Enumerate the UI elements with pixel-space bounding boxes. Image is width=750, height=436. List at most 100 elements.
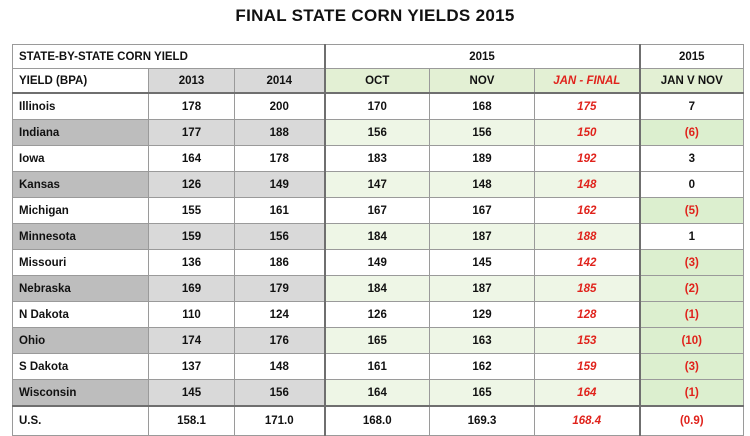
table-row: Ohio 174 176 165 163 153 (10)	[12, 327, 745, 354]
yield-2013-cell: 126	[148, 171, 235, 198]
yield-oct-cell: 167	[323, 197, 430, 224]
state-name-cell: Wisconsin	[12, 379, 149, 407]
total-jan-final-cell: 168.4	[533, 405, 641, 436]
group-2015b-label: 2015	[638, 44, 745, 69]
yield-2013-cell: 145	[148, 379, 235, 407]
yield-2014-cell: 188	[234, 119, 325, 146]
yield-2013-cell: 136	[148, 249, 235, 276]
yield-nov-cell: 187	[429, 275, 535, 302]
state-name-cell: Michigan	[12, 197, 149, 224]
state-name-cell: Kansas	[12, 171, 149, 198]
total-oct-cell: 168.0	[323, 405, 430, 436]
yield-nov-cell: 129	[429, 301, 535, 328]
table-row: Minnesota 159 156 184 187 188 1	[12, 223, 745, 250]
table-row: Missouri 136 186 149 145 142 (3)	[12, 249, 745, 276]
table-row: Nebraska 169 179 184 187 185 (2)	[12, 275, 745, 302]
yield-2014-cell: 149	[234, 171, 325, 198]
yield-2014-cell: 178	[234, 145, 325, 172]
state-name-cell: Illinois	[12, 92, 149, 120]
table-row: Illinois 178 200 170 168 175 7	[12, 92, 745, 120]
jan-v-nov-cell: (10)	[638, 327, 745, 354]
state-name-cell: S Dakota	[12, 353, 149, 380]
yield-jan-final-cell: 153	[533, 327, 641, 354]
yield-jan-final-cell: 188	[533, 223, 641, 250]
yield-2014-cell: 186	[234, 249, 325, 276]
jan-v-nov-cell: 3	[638, 145, 745, 172]
section-label: STATE-BY-STATE CORN YIELD	[12, 44, 325, 69]
yield-2013-cell: 178	[148, 92, 235, 120]
yield-jan-final-cell: 142	[533, 249, 641, 276]
table-row: Michigan 155 161 167 167 162 (5)	[12, 197, 745, 224]
yield-jan-final-cell: 148	[533, 171, 641, 198]
yield-nov-cell: 162	[429, 353, 535, 380]
state-name-cell: Minnesota	[12, 223, 149, 250]
jan-v-nov-cell: 0	[638, 171, 745, 198]
yield-nov-cell: 167	[429, 197, 535, 224]
total-jan-v-nov-cell: (0.9)	[638, 405, 745, 436]
col-header-2014: 2014	[234, 68, 325, 94]
yield-2014-cell: 179	[234, 275, 325, 302]
col-header-jan-v-nov: JAN V NOV	[638, 68, 745, 94]
yield-2014-cell: 161	[234, 197, 325, 224]
corn-yield-table: STATE-BY-STATE CORN YIELD 2015 2015 YIEL…	[12, 44, 745, 436]
table-row: Wisconsin 145 156 164 165 164 (1)	[12, 379, 745, 407]
table-row: Iowa 164 178 183 189 192 3	[12, 145, 745, 172]
yield-oct-cell: 147	[323, 171, 430, 198]
yield-jan-final-cell: 192	[533, 145, 641, 172]
table-row: S Dakota 137 148 161 162 159 (3)	[12, 353, 745, 380]
yield-jan-final-cell: 150	[533, 119, 641, 146]
jan-v-nov-cell: (3)	[638, 249, 745, 276]
yield-nov-cell: 165	[429, 379, 535, 407]
yield-2013-cell: 174	[148, 327, 235, 354]
yield-nov-cell: 163	[429, 327, 535, 354]
yield-jan-final-cell: 128	[533, 301, 641, 328]
yield-oct-cell: 156	[323, 119, 430, 146]
yield-nov-cell: 156	[429, 119, 535, 146]
yield-2013-cell: 155	[148, 197, 235, 224]
state-name-cell: Indiana	[12, 119, 149, 146]
jan-v-nov-cell: (3)	[638, 353, 745, 380]
yield-2014-cell: 176	[234, 327, 325, 354]
yield-2014-cell: 124	[234, 301, 325, 328]
state-name-cell: Nebraska	[12, 275, 149, 302]
jan-v-nov-cell: (2)	[638, 275, 745, 302]
yield-jan-final-cell: 185	[533, 275, 641, 302]
yield-oct-cell: 183	[323, 145, 430, 172]
table-row: Indiana 177 188 156 156 150 (6)	[12, 119, 745, 146]
yield-2014-cell: 156	[234, 379, 325, 407]
total-label-cell: U.S.	[12, 405, 149, 436]
state-name-cell: Iowa	[12, 145, 149, 172]
yield-2013-cell: 159	[148, 223, 235, 250]
state-name-cell: Missouri	[12, 249, 149, 276]
yield-nov-cell: 187	[429, 223, 535, 250]
jan-v-nov-cell: (6)	[638, 119, 745, 146]
total-2013-cell: 158.1	[148, 405, 235, 436]
yield-2013-cell: 177	[148, 119, 235, 146]
total-row: U.S. 158.1 171.0 168.0 169.3 168.4 (0.9)	[12, 405, 745, 436]
yield-oct-cell: 165	[323, 327, 430, 354]
yield-oct-cell: 164	[323, 379, 430, 407]
yield-2013-cell: 137	[148, 353, 235, 380]
yield-oct-cell: 149	[323, 249, 430, 276]
yield-2013-cell: 164	[148, 145, 235, 172]
jan-v-nov-cell: (1)	[638, 301, 745, 328]
table-row: N Dakota 110 124 126 129 128 (1)	[12, 301, 745, 328]
yield-2014-cell: 200	[234, 92, 325, 120]
header-row-group: STATE-BY-STATE CORN YIELD 2015 2015	[12, 44, 745, 69]
yield-2014-cell: 148	[234, 353, 325, 380]
yield-oct-cell: 170	[323, 92, 430, 120]
jan-v-nov-cell: (1)	[638, 379, 745, 407]
yield-nov-cell: 148	[429, 171, 535, 198]
col-header-jan-final: JAN - FINAL	[533, 68, 641, 94]
yield-2014-cell: 156	[234, 223, 325, 250]
total-nov-cell: 169.3	[429, 405, 535, 436]
yield-jan-final-cell: 164	[533, 379, 641, 407]
page-title: FINAL STATE CORN YIELDS 2015	[235, 6, 515, 25]
yield-jan-final-cell: 159	[533, 353, 641, 380]
state-name-cell: N Dakota	[12, 301, 149, 328]
yield-oct-cell: 126	[323, 301, 430, 328]
yield-2013-cell: 110	[148, 301, 235, 328]
jan-v-nov-cell: (5)	[638, 197, 745, 224]
total-2014-cell: 171.0	[234, 405, 325, 436]
yield-jan-final-cell: 162	[533, 197, 641, 224]
